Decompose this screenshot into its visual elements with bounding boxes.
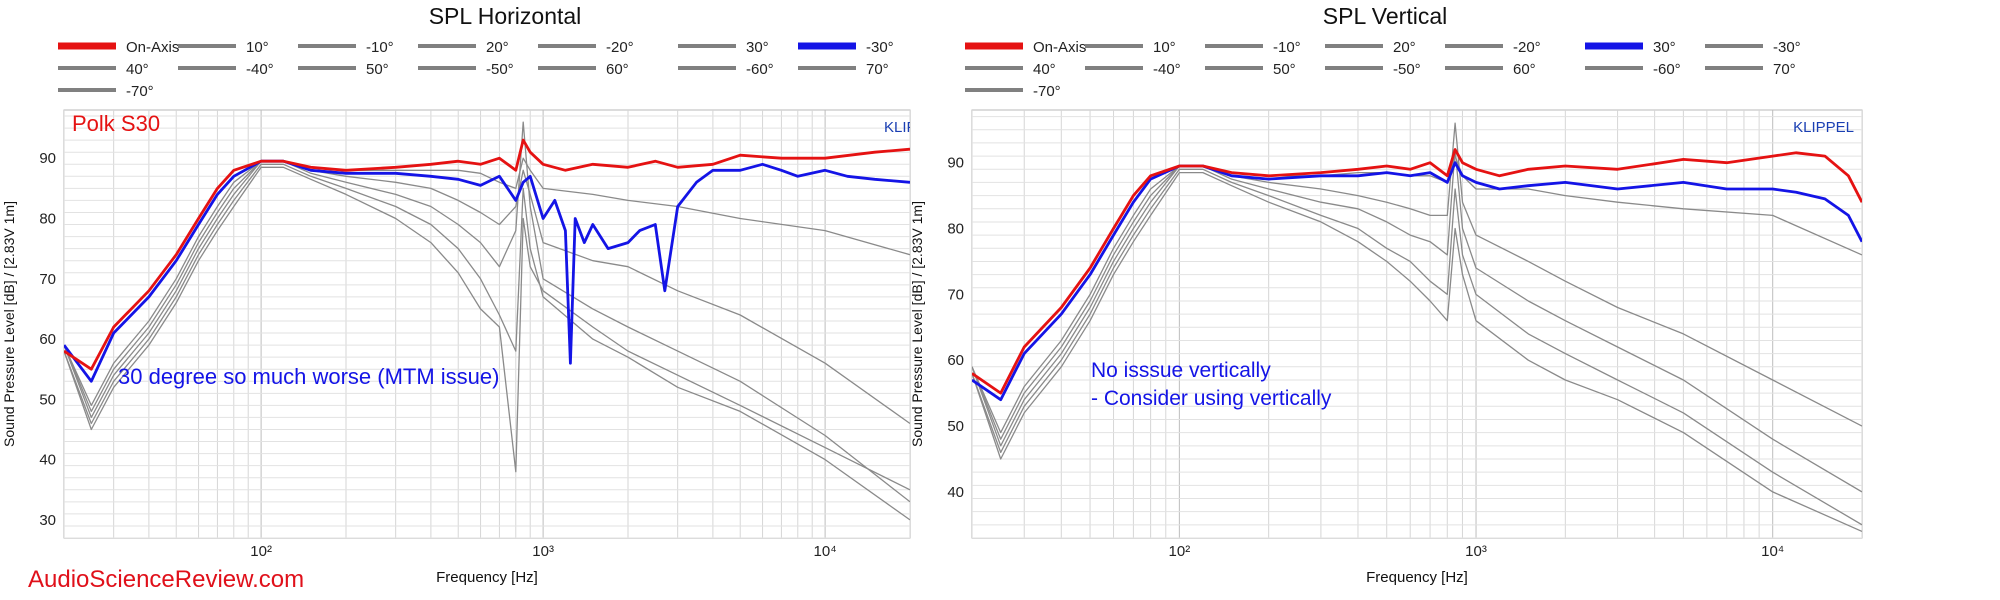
legend-label: 20° — [1393, 39, 1416, 56]
legend-label: -70° — [126, 83, 154, 100]
plot-area — [971, 109, 1863, 539]
y-tick-label: 80 — [39, 211, 56, 228]
legend-label: 20° — [486, 39, 509, 56]
series-line-offaxis — [64, 121, 910, 503]
annotation-text: - Consider using vertically — [1091, 387, 1332, 410]
brand-label: KLIPPEL — [884, 119, 945, 136]
legend-label: 50° — [366, 61, 389, 78]
x-tick-label: 10³ — [1465, 543, 1487, 560]
legend-label: -60° — [1653, 61, 1681, 78]
y-tick-label: 60 — [947, 352, 964, 369]
y-tick-label: 60 — [39, 331, 56, 348]
legend-label: 40° — [1033, 61, 1056, 78]
series-line-offaxis — [64, 163, 910, 521]
series-line-on-axis — [64, 138, 910, 371]
legend-label: -60° — [746, 61, 774, 78]
series-line-offaxis — [972, 148, 1862, 493]
chart-horizontal: SPL Horizontal On-Axis 10° -10° 20° -20° 30° -3… — [1, 3, 945, 586]
legend-label: 10° — [246, 39, 269, 56]
chart-title: SPL Horizontal — [429, 3, 582, 29]
y-axis-label: Sound Pressure Level [dB] / [2.83V 1m] — [1, 201, 17, 447]
legend-label: -40° — [246, 61, 274, 78]
x-tick-label: 10³ — [532, 543, 554, 560]
legend-label: 70° — [1773, 61, 1796, 78]
y-tick-label: 80 — [947, 221, 964, 238]
legend-label: -70° — [1033, 83, 1061, 100]
grid — [64, 110, 910, 538]
series-line-highlight — [64, 159, 910, 383]
x-tick-label: 10² — [250, 543, 272, 560]
legend-label: 40° — [126, 61, 149, 78]
y-tick-label: 50 — [947, 418, 964, 435]
x-tick-label: 10² — [1169, 543, 1191, 560]
series-line-offaxis — [972, 168, 1862, 526]
series-group — [64, 121, 910, 521]
legend-label: 30° — [746, 39, 769, 56]
y-tick-label: 70 — [39, 271, 56, 288]
x-tick-label: 10⁴ — [814, 543, 837, 560]
series-line-offaxis — [64, 157, 910, 407]
legend-label: 60° — [1513, 61, 1536, 78]
legend-label: -30° — [866, 39, 894, 56]
legend-label: 30° — [1653, 39, 1676, 56]
series-group — [972, 122, 1862, 532]
y-tick-label: 40 — [947, 484, 964, 501]
y-axis-label: Sound Pressure Level [dB] / [2.83V 1m] — [909, 201, 925, 447]
site-watermark: AudioScienceReview.com — [28, 566, 305, 593]
legend-label: -30° — [1773, 39, 1801, 56]
series-line-offaxis — [972, 122, 1862, 440]
legend-label: -50° — [486, 61, 514, 78]
annotation-text: Polk S30 — [72, 111, 160, 136]
series-line-highlight — [972, 161, 1862, 402]
y-tick-label: 90 — [39, 150, 56, 167]
x-axis-label: Frequency [Hz] — [436, 569, 538, 586]
legend-label: -10° — [366, 39, 394, 56]
brand-clip: KLIPPEL — [884, 119, 945, 136]
series-line-offaxis — [972, 171, 1862, 532]
legend-label: 50° — [1273, 61, 1296, 78]
plot-area — [63, 109, 911, 539]
legend-label: On-Axis — [1033, 39, 1086, 56]
annotation-text: No isssue vertically — [1091, 359, 1271, 382]
chart-title: SPL Vertical — [1323, 3, 1447, 29]
y-tick-label: 70 — [947, 286, 964, 303]
legend-label: -40° — [1153, 61, 1181, 78]
y-tick-label: 90 — [947, 155, 964, 172]
legend-label: -50° — [1393, 61, 1421, 78]
brand-label: KLIPPEL — [1793, 119, 1854, 136]
y-tick-label: 50 — [39, 391, 56, 408]
series-line-offaxis — [64, 160, 910, 425]
y-tick-label: 40 — [39, 452, 56, 469]
x-tick-label: 10⁴ — [1761, 543, 1784, 560]
legend-label: 60° — [606, 61, 629, 78]
x-axis-label: Frequency [Hz] — [1366, 569, 1468, 586]
y-tick-label: 30 — [39, 512, 56, 529]
legend-label: On-Axis — [126, 39, 179, 56]
legend-label: -20° — [1513, 39, 1541, 56]
series-line-offaxis — [972, 155, 1862, 434]
annotation-text: 30 degree so much worse (MTM issue) — [118, 364, 499, 389]
legend-label: 70° — [866, 61, 889, 78]
series-line-on-axis — [972, 148, 1862, 395]
series-line-offaxis — [64, 166, 910, 491]
legend-label: -10° — [1273, 39, 1301, 56]
legend-label: 10° — [1153, 39, 1176, 56]
chart-vertical: SPL Vertical On-Axis 10° -10° 20° -20° 30° -30°… — [909, 3, 1863, 586]
legend-label: -20° — [606, 39, 634, 56]
